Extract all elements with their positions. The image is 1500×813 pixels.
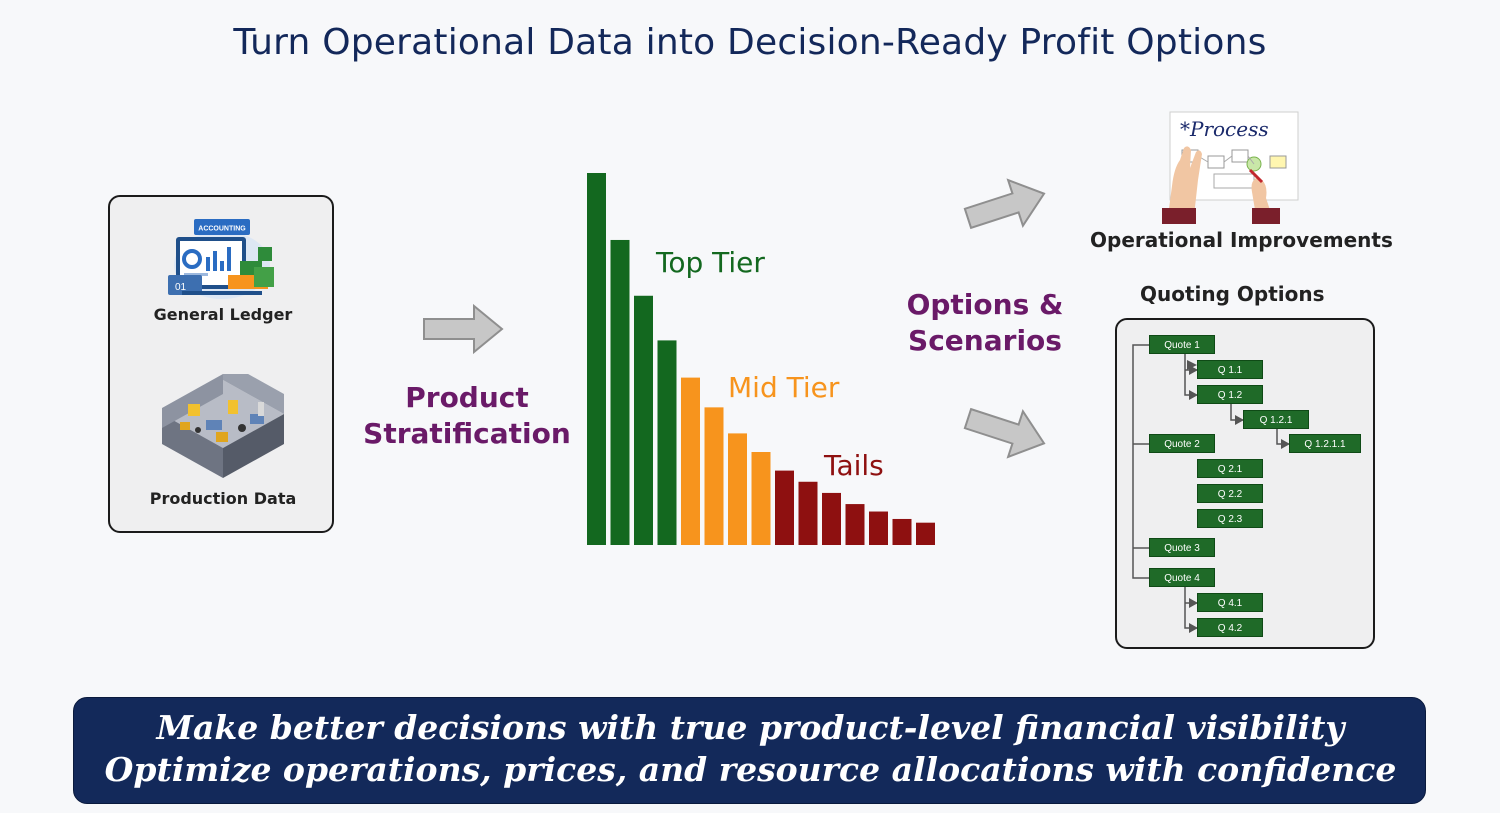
quote-node[interactable]: Q 1.2.1 <box>1243 410 1309 429</box>
scenarios-line-1: Options & <box>906 288 1064 321</box>
svg-text:01: 01 <box>175 282 187 293</box>
quote-node[interactable]: Q 2.1 <box>1197 459 1263 478</box>
quote-tree-connectors <box>1132 344 1290 633</box>
quote-node[interactable]: Q 4.1 <box>1197 593 1263 612</box>
process-sketch-text: *Process <box>1180 117 1269 141</box>
top-tier-label: Top Tier <box>656 246 765 279</box>
chart-bar-7 <box>728 433 747 545</box>
stratification-line-1: Product <box>405 381 529 414</box>
production-data-label: Production Data <box>149 489 297 508</box>
chart-bar-14 <box>892 518 912 545</box>
arrow-up-right-icon <box>963 178 1046 230</box>
chart-bar-8 <box>751 452 771 545</box>
arrow-down-right-icon <box>963 407 1046 459</box>
chart-bar-4 <box>657 340 677 545</box>
scenarios-line-2: Scenarios <box>908 324 1062 357</box>
chart-bar-10 <box>798 481 818 545</box>
chart-bar-9 <box>775 470 794 545</box>
banner-line-1: Make better decisions with true product-… <box>156 708 1345 747</box>
arrow-right-icon <box>423 303 504 355</box>
chart-bar-15 <box>916 522 935 545</box>
quote-node[interactable]: Quote 4 <box>1149 568 1215 587</box>
quote-node[interactable]: Q 2.3 <box>1197 509 1263 528</box>
value-banner: Make better decisions with true product-… <box>73 697 1426 804</box>
chart-bar-11 <box>822 492 841 545</box>
quote-node[interactable]: Q 4.2 <box>1197 618 1263 637</box>
accounting-label: ACCOUNTING <box>198 226 246 233</box>
product-stratification-label: Product Stratification <box>352 380 582 452</box>
quote-node[interactable]: Q 1.2 <box>1197 385 1263 404</box>
chart-bar-6 <box>704 407 724 545</box>
quoting-options-title: Quoting Options <box>1140 282 1325 306</box>
chart-bar-12 <box>845 504 865 545</box>
quote-node[interactable]: Quote 2 <box>1149 434 1215 453</box>
factory-floor-icon <box>158 360 288 490</box>
source-data-panel: ACCOUNTING 01 General Ledger <box>108 195 334 533</box>
quote-node[interactable]: Quote 3 <box>1149 538 1215 557</box>
quote-node[interactable]: Q 2.2 <box>1197 484 1263 503</box>
accounting-dashboard-icon: ACCOUNTING 01 <box>162 213 284 307</box>
quote-node[interactable]: Q 1.1 <box>1197 360 1263 379</box>
quote-node[interactable]: Q 1.2.1.1 <box>1289 434 1361 453</box>
operational-improvements-label: Operational Improvements <box>1090 228 1393 252</box>
page-title: Turn Operational Data into Decision-Read… <box>233 22 1267 63</box>
options-scenarios-label: Options & Scenarios <box>895 287 1075 359</box>
general-ledger-label: General Ledger <box>153 305 293 324</box>
chart-bar-13 <box>869 511 888 545</box>
stratification-line-2: Stratification <box>363 417 571 450</box>
banner-line-2: Optimize operations, prices, and resourc… <box>104 750 1397 789</box>
mid-tier-label: Mid Tier <box>728 371 840 404</box>
chart-bar-1 <box>587 173 606 545</box>
tails-label: Tails <box>824 449 884 482</box>
chart-bar-5 <box>681 377 700 545</box>
chart-bar-3 <box>634 295 653 545</box>
process-whiteboard-icon: *Process <box>1158 108 1303 230</box>
stratification-bar-chart <box>587 173 935 545</box>
quote-node[interactable]: Quote 1 <box>1149 335 1215 354</box>
quoting-options-panel: Quote 1 Q 1.1 Q 1.2 Q 1.2.1 Q 1.2.1.1 Qu… <box>1115 318 1375 649</box>
chart-bar-2 <box>610 239 630 545</box>
